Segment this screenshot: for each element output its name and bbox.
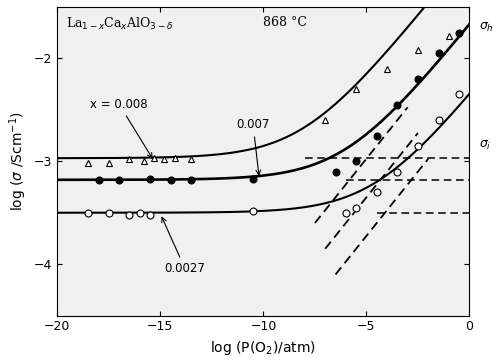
Y-axis label: log ($\sigma$ /Scm$^{-1}$): log ($\sigma$ /Scm$^{-1}$) (7, 111, 28, 211)
Text: $\sigma_i$: $\sigma_i$ (478, 139, 491, 152)
X-axis label: log (P(O$_2$)/atm): log (P(O$_2$)/atm) (210, 339, 316, 357)
Text: 0.007: 0.007 (236, 118, 270, 175)
Text: La$_{1-x}$Ca$_x$AlO$_{3-\delta}$: La$_{1-x}$Ca$_x$AlO$_{3-\delta}$ (66, 16, 172, 32)
Text: 0.0027: 0.0027 (162, 217, 206, 276)
Text: 868 °C: 868 °C (264, 16, 308, 29)
Text: $\sigma_h$: $\sigma_h$ (478, 21, 494, 34)
Text: x = 0.008: x = 0.008 (90, 98, 152, 158)
